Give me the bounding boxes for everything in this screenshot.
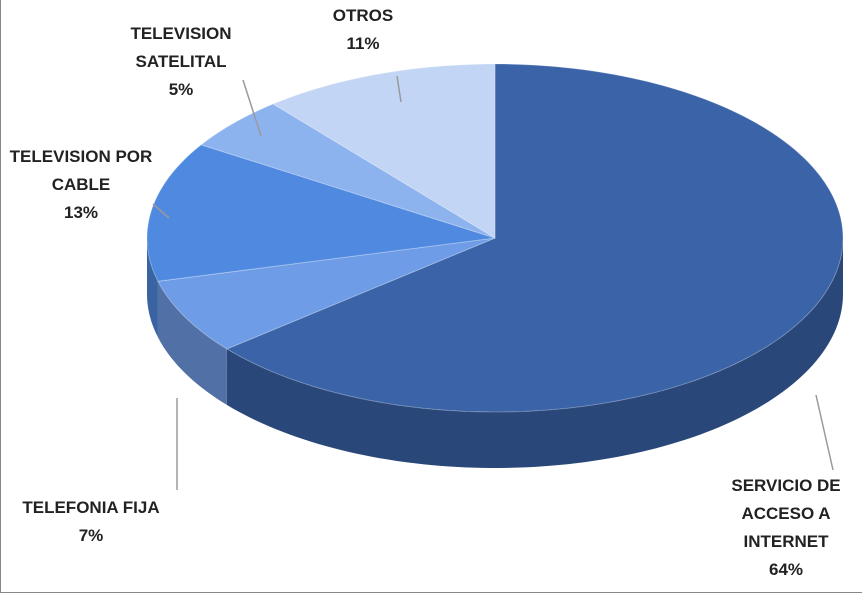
data-label: TELEFONIA FIJA 7% xyxy=(6,494,176,550)
value-label: 11% xyxy=(346,34,380,53)
slice xyxy=(157,237,496,350)
data-label: SERVICIO DE ACCESO A INTERNET 64% xyxy=(711,472,861,584)
leader-line xyxy=(396,75,402,103)
leader-line xyxy=(242,79,262,137)
leader-line xyxy=(152,203,170,219)
category-label: TELEVISION SATELITAL xyxy=(130,24,232,71)
data-label: TELEVISION POR CABLE 13% xyxy=(1,143,161,227)
slice-side xyxy=(226,238,843,468)
slice xyxy=(200,103,496,239)
category-label: TELEVISION POR CABLE xyxy=(9,147,153,194)
category-label: SERVICIO DE ACCESO A INTERNET xyxy=(731,476,841,551)
slice-side xyxy=(157,281,227,405)
sides xyxy=(147,238,843,468)
value-label: 13% xyxy=(63,203,99,222)
data-label: TELEVISION SATELITAL 5% xyxy=(101,20,261,104)
slice xyxy=(146,144,496,282)
slice-side xyxy=(147,238,158,338)
value-label: 7% xyxy=(78,526,104,545)
value-label: 64% xyxy=(768,560,804,579)
slice xyxy=(272,63,496,239)
slice xyxy=(225,63,844,413)
leader-line xyxy=(815,394,834,471)
tops xyxy=(146,63,844,413)
category-label: TELEFONIA FIJA xyxy=(22,498,160,517)
value-label: 5% xyxy=(168,80,194,99)
category-label: OTROS xyxy=(332,6,394,25)
leader-lines xyxy=(152,75,834,490)
data-label: OTROS 11% xyxy=(313,2,413,58)
